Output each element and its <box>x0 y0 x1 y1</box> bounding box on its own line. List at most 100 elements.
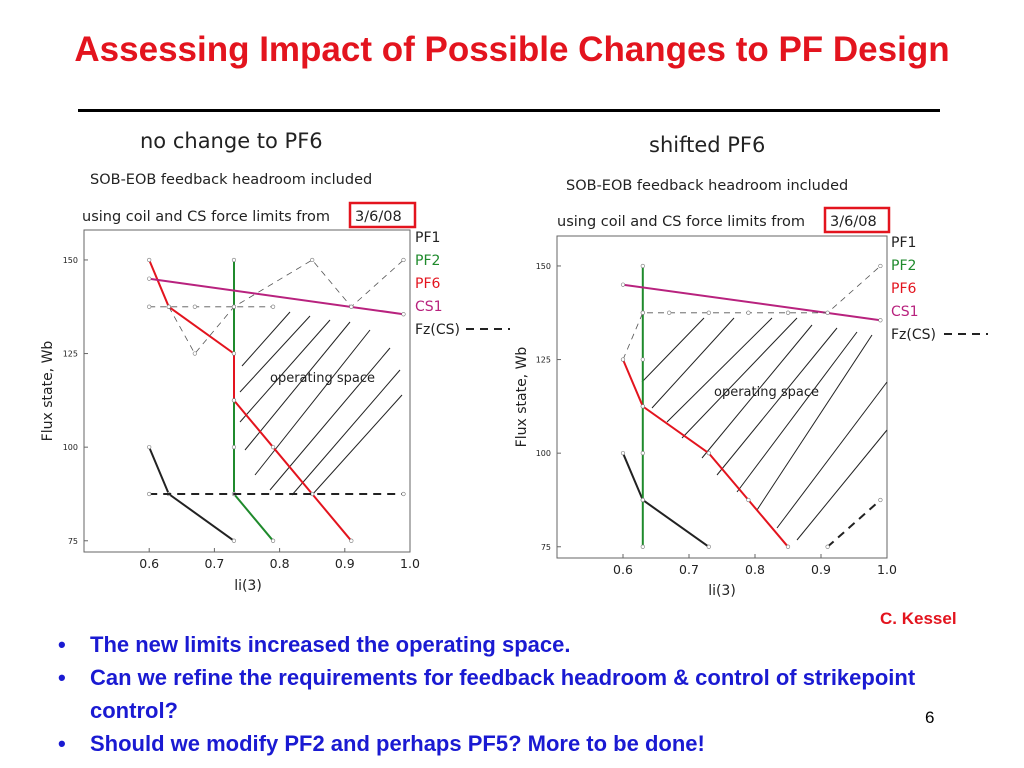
data-point <box>620 451 626 456</box>
data-point <box>785 310 791 315</box>
annotation-operating-space: operating space <box>270 371 375 386</box>
page-number: 6 <box>925 708 935 727</box>
x-tick-label: 0.8 <box>270 556 290 571</box>
data-point <box>878 497 883 503</box>
y-tick-label: 75 <box>541 543 551 552</box>
y-tick-label: 100 <box>63 443 78 452</box>
data-point <box>231 304 237 309</box>
x-tick-label: 0.9 <box>335 556 355 571</box>
x-tick-label: 0.6 <box>613 562 633 577</box>
legend-entry-pf1: PF1 <box>415 230 440 246</box>
data-point <box>667 310 672 315</box>
data-point <box>192 351 197 356</box>
data-point <box>825 310 830 315</box>
series-pf1-line <box>622 452 710 548</box>
hatch-region <box>641 317 888 541</box>
chart-subtitle-line2: using coil and CS force limits from <box>82 209 330 225</box>
bullet-marker: • <box>58 731 66 756</box>
legend-entry-pf2: PF2 <box>891 258 916 274</box>
data-point <box>785 544 791 549</box>
data-point <box>270 445 276 450</box>
data-point <box>147 491 152 497</box>
data-point <box>620 282 626 287</box>
data-point <box>706 544 711 549</box>
legend-entry-pf1: PF1 <box>891 235 916 251</box>
y-tick-label: 125 <box>63 350 78 359</box>
data-point <box>746 310 751 315</box>
data-point <box>231 257 237 263</box>
data-point <box>401 257 406 263</box>
legend-entry-cs1: CS1 <box>415 299 443 315</box>
title-divider <box>78 109 940 112</box>
y-tick-label: 75 <box>68 537 78 546</box>
data-point <box>270 304 276 309</box>
credit-label: C. Kessel <box>880 609 957 628</box>
bullet-list: • The new limits increased the operating … <box>58 628 988 760</box>
x-tick-label: 1.0 <box>400 556 420 571</box>
chart-subtitle-line2: using coil and CS force limits from <box>557 214 805 230</box>
x-tick-label: 0.6 <box>139 556 159 571</box>
series-cs1-line <box>622 283 881 322</box>
data-point <box>231 538 237 543</box>
annotation-operating-space: operating space <box>714 385 819 400</box>
data-point <box>401 312 406 317</box>
series-fzcs-line <box>826 499 882 548</box>
data-point <box>706 310 711 315</box>
legend-entry-pf6: PF6 <box>891 281 916 297</box>
series-cs1-line <box>149 277 404 316</box>
bullet-item: • Can we refine the requirements for feed… <box>58 661 988 727</box>
data-point <box>640 451 645 456</box>
legend-entry-pf6: PF6 <box>415 276 440 292</box>
data-point <box>310 257 315 263</box>
x-tick-label: 0.7 <box>204 556 224 571</box>
data-point <box>825 544 830 549</box>
data-point <box>640 263 645 269</box>
y-tick-label: 150 <box>63 256 78 265</box>
data-point <box>147 257 152 263</box>
data-point <box>270 538 276 543</box>
legend-entry-pf2: PF2 <box>415 253 440 269</box>
bullet-marker: • <box>58 632 66 657</box>
x-tick-label: 0.9 <box>811 562 831 577</box>
data-point <box>878 318 883 323</box>
data-point <box>640 310 645 315</box>
y-axis-label: Flux state, Wb <box>40 341 56 442</box>
x-tick-label: 0.7 <box>679 562 699 577</box>
series-pf2-line <box>233 260 274 542</box>
hatch-region <box>239 311 403 496</box>
bullet-text: Should we modify PF2 and perhaps PF5? Mo… <box>90 731 705 756</box>
data-point <box>349 538 354 543</box>
bullet-text: Can we refine the requirements for feedb… <box>90 665 916 723</box>
data-point <box>640 544 645 549</box>
chart-title: shifted PF6 <box>649 133 765 157</box>
data-point <box>401 491 406 497</box>
chart-panel-left: no change to PF6 SOB-EOB feedback headro… <box>40 129 510 594</box>
bullet-item: • The new limits increased the operating … <box>58 628 988 661</box>
legend-entry-fzcs: Fz(CS) <box>891 327 936 343</box>
bullet-item: • Should we modify PF2 and perhaps PF5? M… <box>58 727 988 760</box>
chart-title: no change to PF6 <box>140 129 323 153</box>
legend: PF1 PF2 PF6 CS1 Fz(CS) <box>891 235 988 343</box>
data-point <box>231 351 237 356</box>
data-point <box>166 304 171 309</box>
series-aux-line <box>168 259 404 355</box>
data-point <box>640 357 645 362</box>
chart-subtitle-line1: SOB-EOB feedback headroom included <box>566 178 848 194</box>
chart-subtitle-date: 3/6/08 <box>355 209 402 225</box>
legend-entry-cs1: CS1 <box>891 304 919 320</box>
data-point <box>620 357 626 362</box>
data-point <box>231 445 237 450</box>
data-point <box>878 263 883 269</box>
y-axis-label: Flux state, Wb <box>514 347 530 448</box>
slide-title: Assessing Impact of Possible Changes to … <box>74 30 950 69</box>
date-highlight-box <box>823 206 891 234</box>
y-tick-label: 150 <box>536 262 551 271</box>
chart-panel-right: shifted PF6 SOB-EOB feedback headroom in… <box>514 133 988 599</box>
bullet-marker: • <box>58 665 66 690</box>
data-point <box>231 398 237 403</box>
plot-frame <box>556 235 888 559</box>
bullet-text: The new limits increased the operating s… <box>90 632 571 657</box>
chart-subtitle-line1: SOB-EOB feedback headroom included <box>90 172 372 188</box>
data-point <box>147 304 152 309</box>
data-point <box>640 404 645 409</box>
